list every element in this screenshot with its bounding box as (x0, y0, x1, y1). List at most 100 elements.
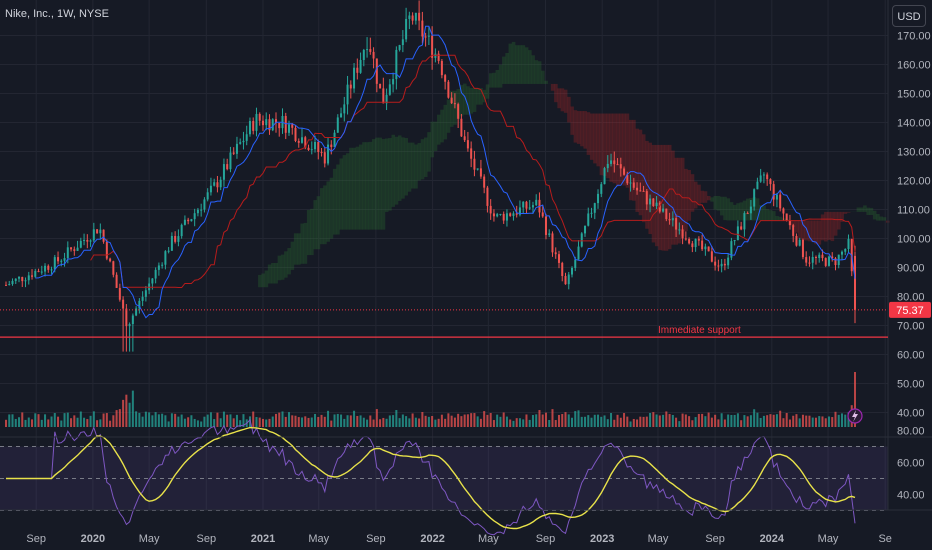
cloud-segment (632, 119, 636, 201)
candle-body (356, 67, 359, 73)
cloud-segment (570, 106, 574, 135)
cloud-segment (420, 139, 425, 180)
volume-bar (424, 415, 427, 427)
candle-body (606, 163, 609, 169)
volume-bar (626, 416, 629, 427)
volume-bar (691, 420, 694, 427)
candle-body (109, 258, 112, 262)
cloud-segment (284, 251, 288, 278)
volume-bar (701, 413, 704, 427)
candle-body (193, 213, 196, 220)
cloud-segment (280, 254, 285, 280)
volume-bar (766, 415, 769, 427)
candle-body (203, 199, 206, 210)
cloud-segment (872, 210, 877, 220)
candle-body (11, 280, 14, 285)
volume-bar (466, 414, 469, 427)
candle-body (460, 118, 463, 137)
candle-body (76, 247, 79, 251)
volume-bar (502, 412, 505, 427)
cloud-segment (505, 52, 509, 84)
cloud-segment (690, 174, 695, 212)
candle-body (541, 212, 544, 217)
cloud-segment (667, 144, 672, 250)
volume-bar (782, 418, 785, 427)
cloud-segment (417, 143, 422, 181)
volume-bar (779, 410, 782, 427)
price-tick-label: 40.00 (897, 408, 925, 420)
volume-bar (557, 414, 560, 427)
candle-body (626, 174, 629, 184)
cloud-segment (267, 264, 272, 284)
candle-body (489, 205, 492, 214)
volume-bar (99, 419, 102, 427)
cloud-segment (326, 181, 330, 242)
candle-body (733, 240, 736, 242)
volume-bar (118, 409, 121, 427)
candle-body (440, 60, 443, 76)
volume-bar (187, 417, 190, 427)
candle-body (749, 206, 752, 214)
volume-bar (287, 412, 291, 427)
candle-body (196, 209, 199, 214)
volume-bar (623, 413, 626, 427)
cloud-segment (807, 220, 812, 242)
cloud-segment (882, 217, 887, 221)
currency-button[interactable]: USD (892, 5, 926, 27)
candle-body (118, 287, 121, 300)
cloud-segment (736, 203, 740, 221)
volume-bar (496, 414, 499, 427)
volume-bar (629, 421, 632, 427)
volume-bar (619, 417, 622, 427)
candle-body (424, 36, 427, 38)
candle-body (219, 179, 222, 188)
candle-body (382, 88, 385, 104)
candle-body (662, 208, 665, 212)
volume-bar (346, 415, 349, 427)
cloud-segment (293, 233, 298, 265)
candle-body (138, 300, 141, 309)
volume-bar (574, 411, 577, 427)
candle-body (125, 308, 128, 327)
candle-body (372, 51, 375, 59)
candle-body (239, 142, 242, 144)
candle-body (353, 67, 356, 89)
time-tick-label: May (139, 533, 160, 545)
volume-bar (180, 414, 183, 427)
rsi-tick-label: 80.00 (897, 426, 925, 438)
cloud-segment (879, 216, 883, 221)
candle-body (248, 121, 251, 135)
candle-body (392, 79, 395, 85)
candle-body (691, 243, 694, 248)
volume-bar (161, 413, 164, 427)
volume-bar (226, 414, 229, 427)
volume-bar (125, 394, 128, 427)
cloud-segment (554, 83, 558, 103)
candle-body (840, 251, 843, 255)
cloud-segment (798, 220, 802, 239)
time-tick-label: Sep (26, 533, 46, 545)
candle-body (154, 269, 157, 279)
candle-body (645, 191, 648, 205)
volume-bar (57, 416, 60, 427)
candle-body (112, 261, 115, 275)
volume-bar (603, 415, 606, 427)
candle-body (437, 53, 440, 61)
volume-bar (317, 416, 320, 427)
candle-body (492, 213, 495, 217)
volume-bars (4, 372, 857, 427)
candle-body (584, 225, 587, 234)
cloud-segment (466, 86, 470, 115)
volume-bar (528, 419, 531, 427)
cloud-segment (674, 157, 679, 245)
candle-body (183, 219, 186, 225)
cloud-segment (677, 157, 682, 244)
candle-body (730, 241, 733, 258)
cloud-segment (450, 90, 454, 127)
cloud-segment (671, 150, 675, 245)
volume-bar (509, 419, 512, 427)
volume-bar (353, 410, 356, 427)
ichimoku-cloud (258, 41, 890, 288)
candle-body (720, 263, 723, 267)
